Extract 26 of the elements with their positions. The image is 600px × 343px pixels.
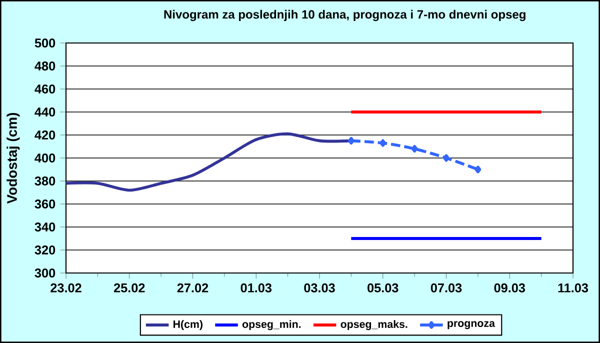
y-tick-label: 480 xyxy=(34,62,56,70)
y-tick-label: 460 xyxy=(34,84,56,94)
x-tick-label: 11.03 xyxy=(558,283,588,292)
y-tick-label: 440 xyxy=(34,108,56,116)
x-tick-label: 01.03 xyxy=(240,283,272,292)
x-tick-label: 23.02 xyxy=(50,283,82,292)
y-axis-title: Vodostaj (cm) xyxy=(6,112,20,204)
x-tick-label: 27.02 xyxy=(177,283,208,292)
legend-label: opseg_min. xyxy=(242,320,301,330)
x-tick-label: 05.03 xyxy=(368,283,398,292)
y-tick-label: 320 xyxy=(34,246,56,254)
legend-label: H(cm) xyxy=(174,320,202,330)
y-tick-label: 340 xyxy=(34,222,56,232)
y-tick-label: 400 xyxy=(34,154,56,162)
legend-label: opseg_maks. xyxy=(340,320,408,330)
y-tick-label: 500 xyxy=(34,38,56,48)
legend-label: prognoza xyxy=(448,321,496,330)
y-tick-label: 360 xyxy=(34,200,56,208)
chart-title: Nivogram za poslednjih 10 dana, prognoza i 7-mo dnevni opseg xyxy=(164,10,526,22)
x-tick-label: 07.03 xyxy=(430,283,462,292)
x-tick-label: 09.03 xyxy=(494,283,526,292)
y-tick-label: 420 xyxy=(34,130,56,140)
x-tick-label: 25.02 xyxy=(114,283,145,292)
x-tick-label: 03.03 xyxy=(304,283,335,292)
y-tick-label: 300 xyxy=(34,268,56,278)
y-tick-label: 380 xyxy=(34,176,56,186)
